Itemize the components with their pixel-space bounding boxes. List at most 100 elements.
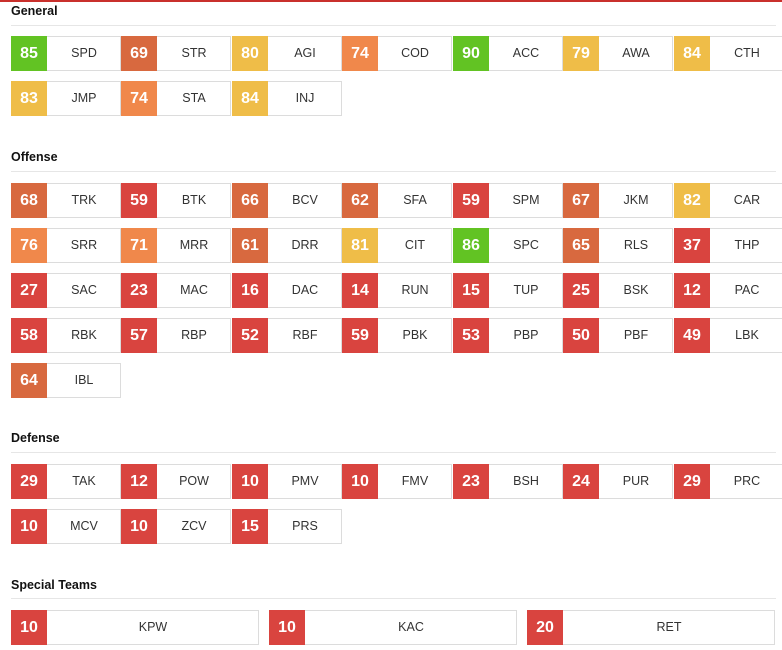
- attribute-rating: 86: [453, 228, 489, 263]
- attribute-tile-cod: 74 COD: [342, 36, 452, 71]
- attribute-abbreviation: RBP: [181, 328, 207, 342]
- attribute-tile-bcv: 66 BCV: [232, 183, 342, 218]
- attribute-abbreviation: KPW: [138, 620, 168, 634]
- attribute-rating: 80: [232, 36, 268, 71]
- attribute-tile-pbf: 50 PBF: [563, 318, 673, 353]
- attribute-abbreviation: LBK: [735, 328, 759, 342]
- section-divider: [11, 171, 776, 172]
- attribute-tile-btk: 59 BTK: [121, 183, 231, 218]
- attribute-abbreviation: DAC: [291, 283, 319, 297]
- attribute-rating: 79: [563, 36, 599, 71]
- attribute-tile-tup: 15 TUP: [453, 273, 563, 308]
- section-title: Defense: [11, 431, 60, 445]
- attribute-tile-agi: 80 AGI: [232, 36, 342, 71]
- attribute-tile-rbk: 58 RBK: [11, 318, 121, 353]
- attribute-rating: 52: [232, 318, 268, 353]
- attribute-tile-dac: 16 DAC: [232, 273, 342, 308]
- attribute-abbreviation: BTK: [181, 193, 207, 207]
- attribute-tile-cit: 81 CIT: [342, 228, 452, 263]
- attribute-rating: 74: [342, 36, 378, 71]
- attribute-rating: 23: [453, 464, 489, 499]
- attribute-abbreviation: RUN: [401, 283, 429, 297]
- attribute-abbreviation: RBK: [71, 328, 97, 342]
- attribute-tile-mcv: 10 MCV: [11, 509, 121, 544]
- attribute-tile-pbp: 53 PBP: [453, 318, 563, 353]
- attribute-rating: 20: [527, 610, 563, 645]
- attribute-tile-awa: 79 AWA: [563, 36, 673, 71]
- attribute-abbreviation: SPD: [71, 46, 97, 60]
- attribute-rating: 85: [11, 36, 47, 71]
- attribute-abbreviation: CIT: [404, 238, 426, 252]
- attribute-abbreviation: STR: [181, 46, 207, 60]
- attribute-tile-pbk: 59 PBK: [342, 318, 452, 353]
- attribute-rating: 15: [453, 273, 489, 308]
- attribute-abbreviation: AWA: [622, 46, 650, 60]
- attribute-rating: 24: [563, 464, 599, 499]
- attribute-abbreviation: RLS: [623, 238, 649, 252]
- attribute-tile-spc: 86 SPC: [453, 228, 563, 263]
- attribute-tile-pow: 12 POW: [121, 464, 231, 499]
- attribute-tile-str: 69 STR: [121, 36, 231, 71]
- attribute-abbreviation: ACC: [512, 46, 540, 60]
- attribute-rating: 29: [11, 464, 47, 499]
- attribute-abbreviation: MAC: [180, 283, 208, 297]
- attribute-tile-trk: 68 TRK: [11, 183, 121, 218]
- attribute-abbreviation: AGI: [294, 46, 316, 60]
- attribute-rating: 50: [563, 318, 599, 353]
- attribute-tile-zcv: 10 ZCV: [121, 509, 231, 544]
- attribute-abbreviation: TRK: [71, 193, 97, 207]
- attribute-abbreviation: FMV: [401, 474, 429, 488]
- attribute-tile-ret: 20 RET: [527, 610, 775, 645]
- attribute-tile-tak: 29 TAK: [11, 464, 121, 499]
- attribute-rating: 81: [342, 228, 378, 263]
- attribute-abbreviation: POW: [179, 474, 209, 488]
- attribute-rating: 59: [342, 318, 378, 353]
- attribute-abbreviation: MCV: [70, 519, 98, 533]
- attribute-tile-inj: 84 INJ: [232, 81, 342, 116]
- attribute-tile-pur: 24 PUR: [563, 464, 673, 499]
- attribute-rating: 69: [121, 36, 157, 71]
- attribute-rating: 58: [11, 318, 47, 353]
- attribute-abbreviation: JMP: [71, 91, 97, 105]
- attribute-rating: 12: [674, 273, 710, 308]
- attribute-abbreviation: SRR: [70, 238, 98, 252]
- attribute-rating: 65: [563, 228, 599, 263]
- attribute-tile-ibl: 64 IBL: [11, 363, 121, 398]
- attribute-tile-mac: 23 MAC: [121, 273, 231, 308]
- attribute-rating: 12: [121, 464, 157, 499]
- attribute-abbreviation: DRR: [291, 238, 319, 252]
- attribute-abbreviation: PBP: [513, 328, 539, 342]
- attribute-tile-car: 82 CAR: [674, 183, 782, 218]
- attribute-abbreviation: PUR: [622, 474, 650, 488]
- attribute-rating: 37: [674, 228, 710, 263]
- attribute-tile-rls: 65 RLS: [563, 228, 673, 263]
- attribute-rating: 10: [121, 509, 157, 544]
- attribute-abbreviation: SPM: [512, 193, 540, 207]
- attribute-tile-pmv: 10 PMV: [232, 464, 342, 499]
- attribute-tile-pac: 12 PAC: [674, 273, 782, 308]
- attribute-tile-sac: 27 SAC: [11, 273, 121, 308]
- section-divider: [11, 598, 776, 599]
- attribute-tile-rbp: 57 RBP: [121, 318, 231, 353]
- attribute-rating: 15: [232, 509, 268, 544]
- section-title: General: [11, 4, 58, 18]
- attribute-rating: 10: [342, 464, 378, 499]
- attribute-rating: 76: [11, 228, 47, 263]
- attribute-tile-thp: 37 THP: [674, 228, 782, 263]
- attribute-abbreviation: BCV: [292, 193, 318, 207]
- attribute-abbreviation: PMV: [291, 474, 319, 488]
- attribute-tile-srr: 76 SRR: [11, 228, 121, 263]
- attribute-rating: 64: [11, 363, 47, 398]
- attribute-abbreviation: ZCV: [181, 519, 207, 533]
- attribute-rating: 23: [121, 273, 157, 308]
- attribute-rating: 53: [453, 318, 489, 353]
- attribute-tile-drr: 61 DRR: [232, 228, 342, 263]
- attribute-rating: 10: [11, 610, 47, 645]
- attribute-rating: 61: [232, 228, 268, 263]
- attribute-rating: 29: [674, 464, 710, 499]
- attribute-abbreviation: PRC: [733, 474, 761, 488]
- attribute-rating: 14: [342, 273, 378, 308]
- attribute-abbreviation: PRS: [292, 519, 318, 533]
- attribute-abbreviation: THP: [734, 238, 760, 252]
- attribute-tile-fmv: 10 FMV: [342, 464, 452, 499]
